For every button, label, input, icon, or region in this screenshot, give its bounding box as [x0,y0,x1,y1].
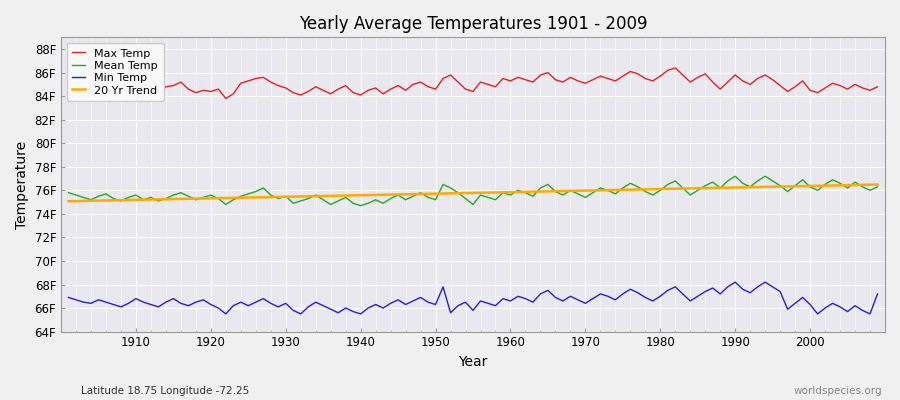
Mean Temp [513,188,524,193]
20 Yr Trend [595,188,606,193]
20 Yr Trend [333,193,344,198]
Line: Mean Temp: Mean Temp [68,176,878,206]
Max Temp [63,92,74,96]
Line: Max Temp: Max Temp [68,68,878,98]
20 Yr Trend [123,198,134,202]
Min Temp [340,306,351,310]
Mean Temp [872,184,883,189]
Max Temp [123,93,134,98]
Min Temp [505,298,516,303]
Line: 20 Yr Trend: 20 Yr Trend [68,184,878,201]
Mean Temp [123,195,134,200]
Text: worldspecies.org: worldspecies.org [794,386,882,396]
Max Temp [505,78,516,83]
20 Yr Trend [63,199,74,204]
Min Temp [602,294,613,299]
Min Temp [123,301,134,306]
Mean Temp [356,203,366,208]
Max Temp [220,96,231,101]
Line: Min Temp: Min Temp [68,282,878,314]
Min Temp [730,280,741,284]
Max Temp [295,93,306,98]
20 Yr Trend [505,190,516,194]
Min Temp [295,312,306,316]
Min Temp [63,295,74,300]
Mean Temp [505,193,516,198]
Max Temp [340,83,351,88]
Min Temp [872,292,883,296]
Text: Latitude 18.75 Longitude -72.25: Latitude 18.75 Longitude -72.25 [81,386,249,396]
Max Temp [670,66,680,70]
Mean Temp [602,188,613,193]
Mean Temp [63,190,74,195]
Mean Temp [730,174,741,179]
Min Temp [513,294,524,299]
Title: Yearly Average Temperatures 1901 - 2009: Yearly Average Temperatures 1901 - 2009 [299,15,647,33]
Mean Temp [333,198,344,203]
20 Yr Trend [872,182,883,187]
Y-axis label: Temperature: Temperature [15,140,29,228]
Max Temp [602,76,613,81]
20 Yr Trend [288,194,299,199]
X-axis label: Year: Year [458,355,488,369]
Max Temp [513,75,524,80]
Legend: Max Temp, Mean Temp, Min Temp, 20 Yr Trend: Max Temp, Mean Temp, Min Temp, 20 Yr Tre… [67,43,164,101]
Min Temp [220,312,231,316]
Mean Temp [288,201,299,206]
Max Temp [872,84,883,89]
20 Yr Trend [498,190,508,195]
